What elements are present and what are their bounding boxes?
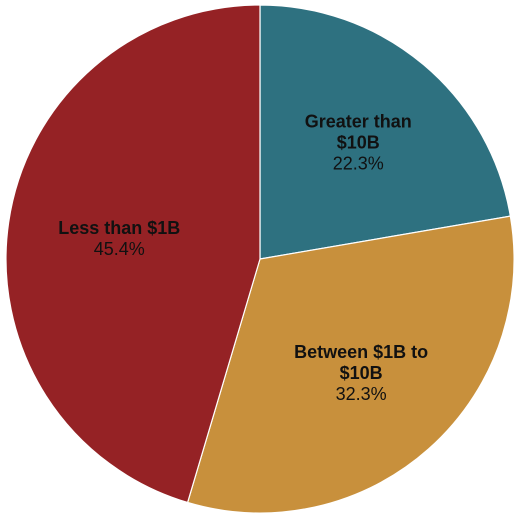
slice-value-label: 22.3% [333,153,384,173]
slice-category-label: Greater than [305,111,412,131]
pie-slice [5,4,261,504]
slice-value-label: 32.3% [336,384,387,404]
pie-slices [5,4,515,513]
slice-category-label: $10B [337,132,380,152]
slice-category-label: Between $1B to [294,342,428,362]
slice-value-label: 45.4% [94,239,145,259]
slice-category-label: Less than $1B [58,218,180,238]
pie-slice [259,4,512,260]
slice-category-label: $10B [340,363,383,383]
